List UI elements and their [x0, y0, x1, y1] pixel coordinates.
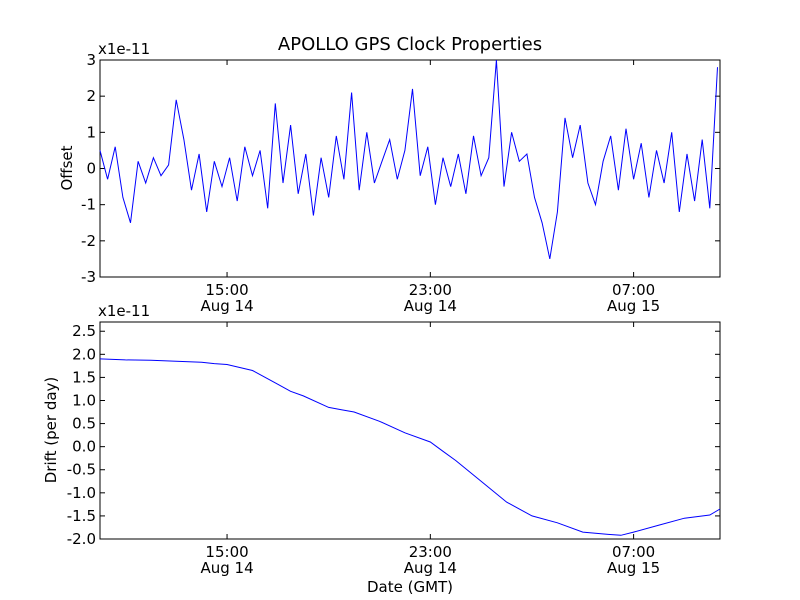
- y-tick-label-bottom: -0.5: [67, 461, 96, 479]
- offset-multiplier-bottom: x1e-11: [98, 302, 150, 320]
- y-tick-label-bottom: 2.0: [72, 345, 96, 363]
- x-tick-time-bottom: 07:00: [612, 543, 655, 561]
- plot-frame-top: [99, 59, 721, 278]
- y-tick-label-top: -1: [81, 196, 96, 214]
- y-tick-label-bottom: 1.5: [72, 368, 96, 386]
- y-tick-label-top: 1: [86, 123, 96, 141]
- x-tick-date-bottom: Aug 14: [404, 559, 457, 577]
- x-tick-date-top: Aug 15: [607, 297, 660, 315]
- x-tick-date-top: Aug 14: [200, 297, 253, 315]
- y-tick-label-bottom: 0.0: [72, 438, 96, 456]
- x-tick-time-top: 15:00: [205, 281, 248, 299]
- y-tick-label-top: -3: [81, 268, 96, 286]
- y-tick-label-bottom: 2.5: [72, 322, 96, 340]
- x-tick-time-top: 07:00: [612, 281, 655, 299]
- x-tick-time-bottom: 23:00: [409, 543, 452, 561]
- y-tick-label-top: 3: [86, 51, 96, 69]
- plot-frame-bottom: [99, 321, 721, 540]
- y-tick-label-top: -2: [81, 232, 96, 250]
- x-tick-date-top: Aug 14: [404, 297, 457, 315]
- drift-series-line: [99, 358, 721, 536]
- offset-series-line: [99, 59, 718, 260]
- y-tick-label-bottom: 1.0: [72, 391, 96, 409]
- x-tick-time-top: 23:00: [409, 281, 452, 299]
- y-axis-label-bottom: Drift (per day): [42, 377, 60, 484]
- y-tick-label-top: 2: [86, 87, 96, 105]
- y-tick-label-bottom: -2.0: [67, 530, 96, 548]
- x-tick-date-bottom: Aug 14: [200, 559, 253, 577]
- chart-title: APOLLO GPS Clock Properties: [278, 34, 542, 55]
- y-tick-label-top: 0: [86, 160, 96, 178]
- offset-panel: APOLLO GPS Clock Properties x1e-11 Offse…: [58, 34, 721, 315]
- x-tick-date-bottom: Aug 15: [607, 559, 660, 577]
- y-axis-label-top: Offset: [58, 145, 76, 190]
- offset-multiplier-top: x1e-11: [98, 40, 150, 58]
- x-axis-label: Date (GMT): [367, 578, 453, 596]
- x-tick-time-bottom: 15:00: [205, 543, 248, 561]
- y-tick-label-bottom: -1.5: [67, 507, 96, 525]
- y-tick-label-bottom: -1.0: [67, 484, 96, 502]
- drift-panel: x1e-11 Drift (per day) Date (GMT) -2.0 -1…: [42, 302, 721, 596]
- y-tick-label-bottom: 0.5: [72, 415, 96, 433]
